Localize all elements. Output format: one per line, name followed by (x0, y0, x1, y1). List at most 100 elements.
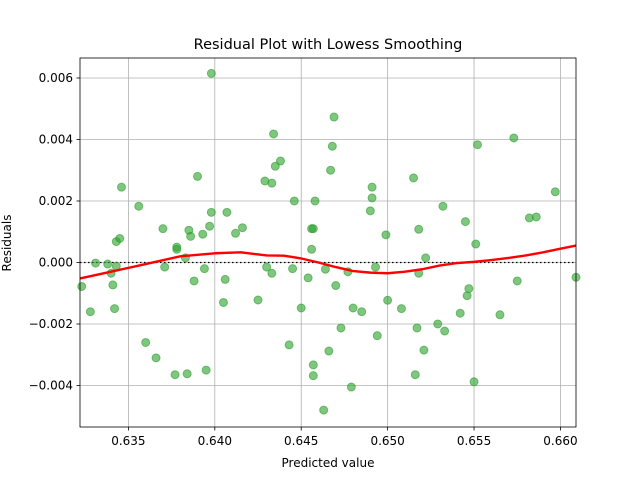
residual-point (367, 193, 377, 203)
residual-point (421, 253, 431, 263)
residual-point (308, 371, 318, 381)
plot-frame (79, 57, 577, 428)
residual-point (85, 307, 95, 317)
residual-point (455, 308, 465, 318)
residual-point (158, 224, 168, 234)
residual-point (307, 244, 317, 254)
residual-point (116, 182, 126, 192)
residual-point (357, 307, 367, 317)
residual-point (329, 112, 339, 122)
residual-point (270, 161, 280, 171)
residual-point (253, 295, 263, 305)
y-tick-label: 0.000 (39, 255, 73, 269)
residual-point (170, 370, 180, 380)
residual-point (262, 262, 272, 272)
x-tick-label: 0.650 (370, 434, 404, 448)
residual-point (186, 231, 196, 241)
residual-point (288, 264, 298, 274)
residual-point (220, 274, 230, 284)
residual-point (231, 228, 241, 238)
residual-point (205, 221, 215, 231)
residual-point (269, 129, 279, 139)
residual-point (320, 264, 330, 274)
residual-point (531, 212, 541, 222)
residual-point (108, 280, 118, 290)
residual-point (199, 264, 209, 274)
y-tick-label: 0.004 (39, 132, 73, 146)
residual-point (367, 182, 377, 192)
residual-point (134, 201, 144, 211)
residual-point (419, 345, 429, 355)
residual-point (433, 319, 443, 329)
residual-point (372, 331, 382, 341)
x-tick-label: 0.640 (198, 434, 232, 448)
residual-point (412, 323, 422, 333)
residual-point (172, 242, 182, 252)
residual-point (77, 281, 87, 291)
residual-point (310, 196, 320, 206)
residual-point (222, 207, 232, 217)
residual-point (410, 370, 420, 380)
residual-point (275, 156, 285, 166)
lowess-curve (79, 244, 577, 280)
residual-point (160, 262, 170, 272)
residual-point (495, 310, 505, 320)
residual-point (327, 141, 337, 151)
residual-point (284, 340, 294, 350)
residual-point (289, 196, 299, 206)
residual-point (296, 303, 306, 313)
y-axis-title: Residuals (0, 215, 14, 272)
residual-point (512, 276, 522, 286)
residual-point (383, 295, 393, 305)
residual-point (331, 281, 341, 291)
residual-point (110, 304, 120, 314)
residual-point (115, 234, 125, 244)
residual-point (346, 382, 356, 392)
residual-point (206, 207, 216, 217)
residual-point (308, 360, 318, 370)
residual-point (550, 187, 560, 197)
residual-point (440, 326, 450, 336)
residual-point (472, 140, 482, 150)
residual-point (438, 201, 448, 211)
residual-point (303, 273, 313, 283)
residual-point (206, 68, 216, 78)
residual-point (319, 405, 329, 415)
residual-point (91, 258, 101, 268)
y-axis-ticks: −0.004 −0.002 0.000 0.002 0.004 0.006 (29, 71, 80, 392)
grid-lines (80, 58, 576, 427)
residual-point (201, 365, 211, 375)
residual-point (193, 171, 203, 181)
residual-point (103, 259, 113, 269)
residual-point (365, 206, 375, 216)
residual-point (198, 229, 208, 239)
residual-point (189, 276, 199, 286)
residual-point (409, 173, 419, 183)
residual-point (396, 304, 406, 314)
x-tick-label: 0.645 (284, 434, 318, 448)
residual-point (371, 262, 381, 272)
residual-point (267, 268, 277, 278)
residual-point (469, 377, 479, 387)
x-axis-title: Predicted value (282, 456, 375, 470)
residual-point (381, 230, 391, 240)
residual-point (471, 239, 481, 249)
y-tick-label: −0.004 (29, 378, 73, 392)
x-tick-label: 0.660 (543, 434, 577, 448)
residual-point (326, 165, 336, 175)
y-tick-label: 0.006 (39, 71, 73, 85)
residual-point (336, 323, 346, 333)
residual-point (218, 297, 228, 307)
x-tick-label: 0.635 (111, 434, 145, 448)
residual-point (460, 217, 470, 227)
residual-point (509, 133, 519, 143)
residual-point (182, 369, 192, 379)
residual-point (308, 224, 318, 234)
residual-point (348, 303, 358, 313)
residual-point (237, 223, 247, 233)
scatter-points (77, 68, 581, 415)
residual-point (141, 337, 151, 347)
chart-title: Residual Plot with Lowess Smoothing (194, 37, 463, 53)
